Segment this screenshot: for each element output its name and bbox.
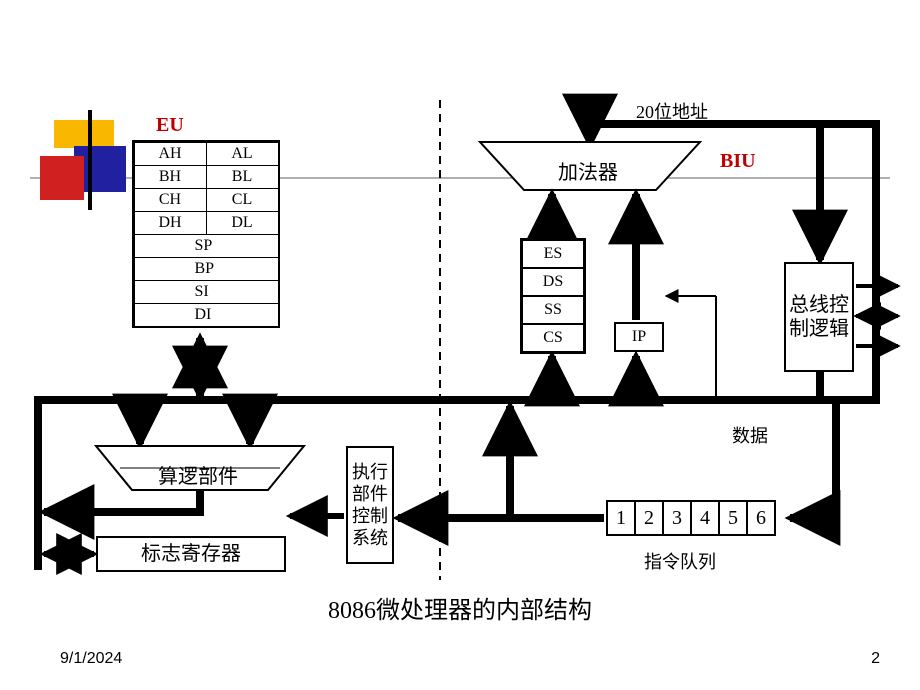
eu-registers: AHALBHBLCHCLDHDL SPBPSIDI [132,140,280,328]
data-label: 数据 [732,422,768,448]
biu-title: BIU [720,150,756,173]
diagram-title: 8086微处理器的内部结构 [0,590,920,625]
register-cell: AH [134,142,207,166]
diagram-svg [0,0,920,690]
segment-register-cell: CS [522,324,584,352]
segment-register-cell: DS [522,268,584,296]
footer-page: 2 [871,650,880,668]
register-cell: BH [134,165,207,189]
register-cell: DI [134,303,279,327]
queue-label: 指令队列 [644,548,716,574]
eu-title: EU [156,114,184,137]
logo [30,110,140,220]
queue-slot: 3 [662,500,692,536]
segment-register-cell: ES [522,240,584,268]
flag-register: 标志寄存器 [96,536,286,572]
register-cell: AL [206,142,279,166]
queue-slot: 1 [606,500,636,536]
segment-register-cell: SS [522,296,584,324]
queue-slot: 5 [718,500,748,536]
register-cell: BL [206,165,279,189]
register-cell: DL [206,211,279,235]
register-cell: CH [134,188,207,212]
exec-control: 执行部件控制系统 [346,446,394,564]
ip-register: IP [614,322,664,352]
instruction-queue: 123456 [606,500,776,536]
segment-registers: ESDSSSCS [520,238,586,354]
register-cell: SI [134,280,279,304]
alu-label: 算逻部件 [158,460,238,489]
queue-slot: 6 [746,500,776,536]
register-cell: SP [134,234,279,258]
register-cell: DH [134,211,207,235]
register-cell: CL [206,188,279,212]
footer-date: 9/1/2024 [60,650,122,668]
register-cell: BP [134,257,279,281]
addr20-label: 20位地址 [636,98,708,124]
adder-label: 加法器 [558,156,618,185]
queue-slot: 2 [634,500,664,536]
bus-control-logic: 总线控制逻辑 [784,262,854,372]
queue-slot: 4 [690,500,720,536]
